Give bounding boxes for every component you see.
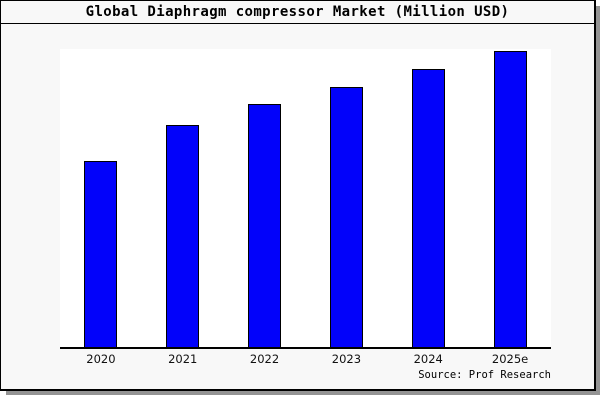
x-tick-label-2025e: 2025e [491,352,529,366]
chart-frame: Global Diaphragm compressor Market (Mill… [0,0,596,391]
bar-slot [387,69,469,347]
x-axis-labels: 2020 2021 2022 2023 2024 2025e [60,352,551,366]
bar-2025e [493,51,527,347]
bar-slot [305,87,387,347]
bar-2023 [329,87,363,347]
bar-2021 [166,125,200,347]
bar-slot [469,51,551,347]
bars-container [60,49,551,347]
bar-2024 [411,69,445,347]
x-axis-line [60,347,551,349]
bar-slot [60,161,142,347]
bar-slot [224,104,306,347]
source-note: Source: Prof Research [418,369,551,381]
x-tick-label-2022: 2022 [249,352,280,366]
x-tick-label-2024: 2024 [413,352,443,366]
plot-area [60,49,551,347]
x-tick-label-2021: 2021 [168,352,198,366]
bar-slot [142,125,224,347]
bar-2020 [84,161,118,347]
x-tick-label-2023: 2023 [331,352,362,366]
bar-2022 [248,104,282,347]
chart-title: Global Diaphragm compressor Market (Mill… [1,1,594,24]
x-tick-label-2020: 2020 [86,352,116,366]
